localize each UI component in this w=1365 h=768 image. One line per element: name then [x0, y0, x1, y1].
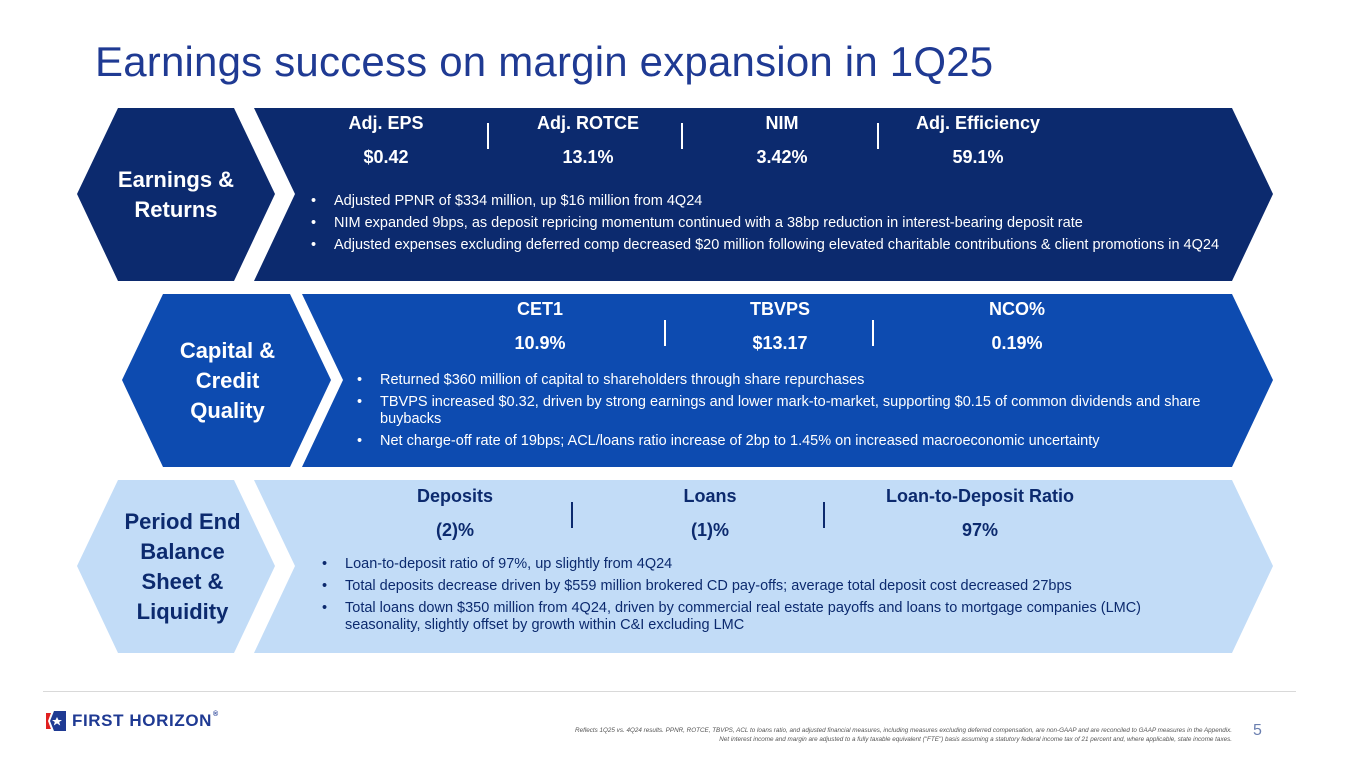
bullet-item: Total deposits decrease driven by $559 m… [320, 578, 1220, 595]
earnings-bullets: Adjusted PPNR of $334 million, up $16 mi… [309, 193, 1239, 259]
bullet-item: Loan-to-deposit ratio of 97%, up slightl… [320, 556, 1220, 573]
metric-cet1: CET1 10.9% [514, 299, 566, 353]
metric-separator [681, 123, 683, 149]
metric-nco: NCO% 0.19% [988, 299, 1045, 353]
metric-adj-eps: Adj. EPS $0.42 [348, 113, 424, 167]
first-horizon-logo: FIRST HORIZON® [44, 711, 219, 731]
bullet-item: Returned $360 million of capital to shar… [355, 372, 1235, 389]
bullet-item: Total loans down $350 million from 4Q24,… [320, 600, 1220, 634]
page-title: Earnings success on margin expansion in … [95, 38, 994, 85]
bullet-item: TBVPS increased $0.32, driven by strong … [355, 394, 1235, 428]
metric-tbvps: TBVPS $13.17 [749, 299, 810, 353]
metric-separator [872, 320, 874, 346]
footer-divider [43, 691, 1296, 692]
metric-loans: Loans (1)% [683, 486, 737, 540]
metric-separator [487, 123, 489, 149]
bullet-item: Adjusted expenses excluding deferred com… [309, 237, 1239, 254]
balance-liquidity-label: Period End Balance Sheet & Liquidity [124, 508, 241, 624]
metric-nim: NIM 3.42% [756, 113, 808, 167]
metric-separator [571, 502, 573, 528]
page-number: 5 [1253, 722, 1262, 739]
flag-icon [44, 711, 66, 731]
balance-bullets: Loan-to-deposit ratio of 97%, up slightl… [320, 556, 1220, 639]
bullet-item: NIM expanded 9bps, as deposit repricing … [309, 215, 1239, 232]
metric-adj-rotce: Adj. ROTCE 13.1% [537, 113, 639, 167]
metric-separator [877, 123, 879, 149]
bullet-item: Adjusted PPNR of $334 million, up $16 mi… [309, 193, 1239, 210]
bullet-item: Net charge-off rate of 19bps; ACL/loans … [355, 433, 1235, 450]
earnings-returns-label: Earnings & Returns [117, 166, 235, 222]
logo-text: FIRST HORIZON® [72, 711, 219, 730]
metric-separator [664, 320, 666, 346]
metric-deposits: Deposits (2)% [416, 486, 494, 540]
footnote: Reflects 1Q25 vs. 4Q24 results. PPNR, RO… [575, 727, 1232, 743]
metric-separator [823, 502, 825, 528]
metric-loan-to-deposit: Loan-to-Deposit Ratio 97% [886, 486, 1074, 540]
metric-adj-efficiency: Adj. Efficiency 59.1% [915, 113, 1041, 167]
capital-credit-label: Capital & Credit Quality [179, 337, 276, 423]
capital-bullets: Returned $360 million of capital to shar… [355, 372, 1235, 455]
